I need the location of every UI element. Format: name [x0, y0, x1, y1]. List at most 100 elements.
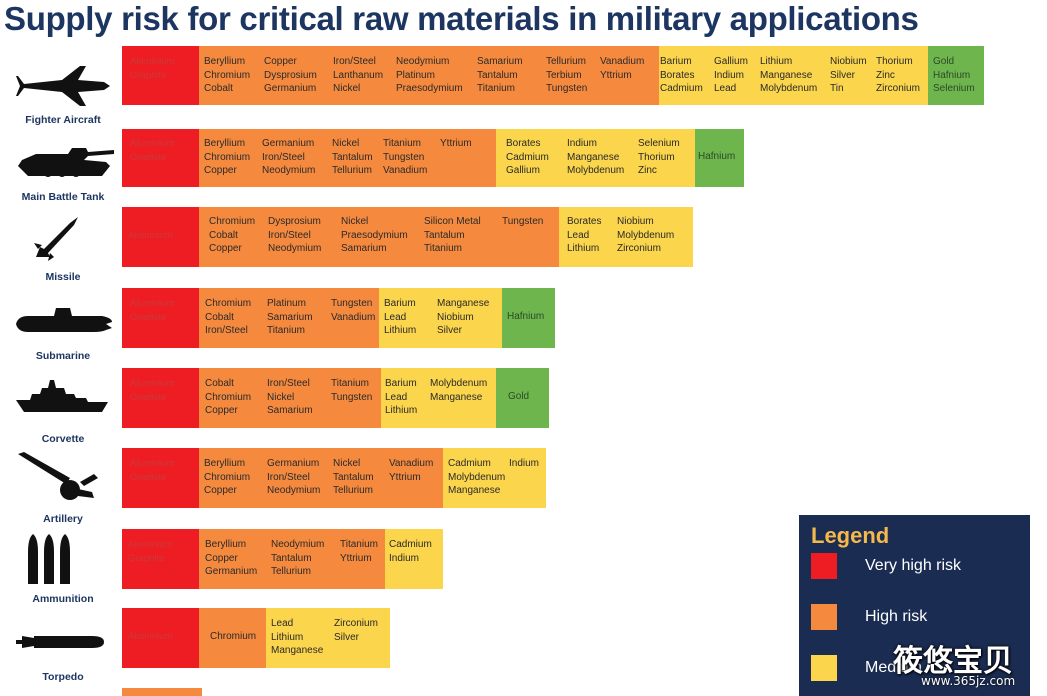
material-list: Germanium Iron/Steel Neodymium	[267, 457, 320, 498]
material-name: Samarium	[477, 56, 523, 67]
risk-band-very-high	[122, 368, 199, 428]
material-list: Neodymium Platinum Praesodymium	[396, 55, 463, 96]
material-list: Silicon Metal Tantalum Titanium	[424, 215, 481, 256]
material-name: Nickel	[333, 458, 361, 469]
artillery-icon	[14, 452, 114, 509]
material-list: Germanium Iron/Steel Neodymium	[262, 137, 315, 178]
material-name: Manganese	[567, 151, 620, 163]
risk-band-medium	[266, 608, 390, 668]
legend-swatch-high	[811, 604, 837, 630]
material-name: Chromium	[209, 216, 256, 227]
material-name: Tantalum	[477, 69, 518, 81]
platform-label: Submarine	[35, 350, 91, 362]
material-name: Beryllium	[204, 458, 246, 469]
risk-band-high	[199, 448, 443, 508]
material-name: Germanium	[267, 458, 320, 469]
material-name: Tin	[830, 83, 844, 94]
risk-band-very-high	[122, 448, 199, 508]
legend-swatch-medium	[811, 655, 837, 681]
material-name: Cadmium	[506, 151, 549, 163]
material-name: Copper	[205, 405, 238, 416]
material-list: Chromium	[210, 630, 256, 644]
material-name: Niobium	[437, 311, 474, 323]
material-list: Hafnium	[698, 150, 735, 164]
material-name: Lead	[714, 83, 737, 94]
material-name: Dysprosium	[264, 69, 317, 81]
material-name: Yttrium	[600, 69, 632, 81]
material-list: Barium Borates Cadmium	[660, 55, 703, 96]
material-list: Titanium Tungsten	[331, 377, 372, 404]
material-list: Aluminium Graphite	[130, 457, 174, 484]
corvette-icon	[14, 378, 114, 435]
risk-band-medium	[379, 288, 502, 348]
material-name: Praesodymium	[396, 83, 463, 94]
material-name: Nickel	[341, 216, 369, 227]
material-name: Germanium	[205, 566, 258, 577]
risk-band-high	[199, 529, 385, 589]
material-list: Iron/Steel Lanthanum Nickel	[333, 55, 383, 96]
material-list: Barium Lead Lithium	[384, 297, 416, 338]
risk-band-low	[928, 46, 984, 105]
material-name: Molybdenum	[617, 229, 675, 241]
risk-band-medium	[385, 529, 443, 589]
material-name: Lead	[567, 229, 590, 241]
material-list: Zirconium Silver	[334, 617, 378, 644]
material-list: Aluminium	[128, 229, 172, 243]
material-list: Thorium Zinc Zirconium	[876, 55, 920, 96]
material-name: Neodymium	[262, 165, 316, 176]
legend-title: Legend	[811, 523, 890, 548]
material-name: Gallium	[506, 165, 540, 176]
material-name: Manganese	[271, 645, 324, 656]
material-list: Niobium Molybdenum Zirconium	[617, 215, 674, 256]
material-name: Chromium	[205, 298, 252, 309]
material-list: Aluminium Graphite	[130, 297, 174, 324]
material-list: Chromium Cobalt Copper	[209, 215, 255, 256]
material-name: Tellurium	[333, 485, 374, 496]
material-name: Barium	[385, 378, 417, 389]
material-name: Yttrium	[440, 138, 472, 149]
material-name: Vanadium	[389, 458, 434, 469]
torpedo-icon	[14, 626, 114, 683]
material-name: Tantalum	[332, 151, 373, 163]
material-list: Barium Lead Lithium	[385, 377, 417, 418]
material-name: Aluminium	[130, 56, 175, 67]
material-name: Zirconium	[876, 83, 920, 94]
material-name: Iron/Steel	[333, 56, 376, 67]
material-list: Hafnium	[507, 310, 544, 324]
material-name: Graphite	[128, 552, 165, 564]
material-name: Aluminium	[128, 631, 173, 642]
material-name: Indium	[567, 138, 598, 149]
risk-band-high	[199, 368, 381, 428]
material-name: Titanium	[340, 539, 378, 550]
missile-icon	[14, 213, 114, 270]
material-name: Silver	[437, 325, 463, 336]
material-name: Titanium	[331, 378, 369, 389]
risk-band-low	[695, 129, 744, 187]
material-name: Iron/Steel	[267, 378, 310, 389]
material-name: Copper	[205, 552, 238, 564]
material-name: Beryllium	[205, 539, 247, 550]
risk-band-low	[502, 288, 555, 348]
watermark-text: 筱悠宝贝	[893, 644, 1013, 679]
material-name: Neodymium	[271, 539, 325, 550]
material-name: Cadmium	[660, 83, 703, 94]
material-name: Indium	[714, 69, 745, 81]
legend-label-very-high: Very high risk	[865, 557, 962, 574]
risk-band-high	[199, 129, 496, 187]
material-list: Beryllium Chromium Cobalt	[204, 55, 250, 96]
material-list: Neodymium Tantalum Tellurium	[271, 538, 324, 579]
material-name: Tungsten	[502, 216, 544, 227]
material-name: Titanium	[477, 83, 515, 94]
material-list: Dysprosium Iron/Steel Neodymium	[268, 215, 321, 256]
material-name: Copper	[209, 243, 242, 254]
platform-label: Fighter Aircraft	[25, 114, 101, 126]
material-name: Copper	[264, 56, 297, 67]
material-name: Titanium	[424, 243, 462, 254]
material-name: Zirconium	[334, 618, 378, 629]
risk-band-high	[199, 46, 659, 105]
material-name: Vanadium	[383, 165, 428, 176]
material-name: Manganese	[448, 485, 501, 496]
material-name: Graphite	[130, 471, 167, 483]
material-name: Cobalt	[204, 83, 233, 94]
material-name: Neodymium	[267, 485, 321, 496]
